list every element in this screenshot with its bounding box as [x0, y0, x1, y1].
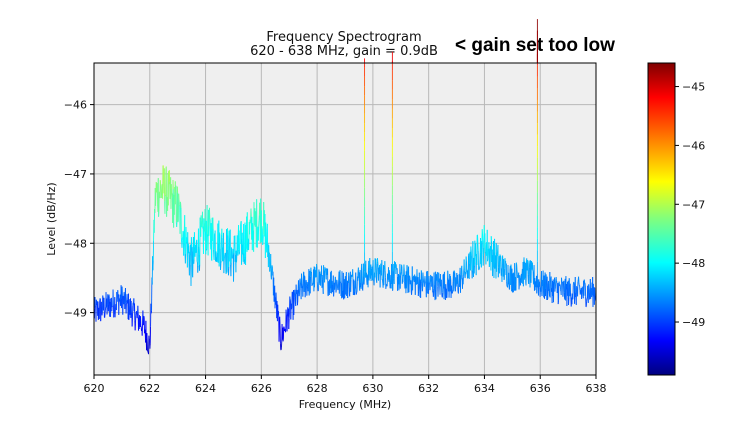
chart-title: Frequency Spectrogram [266, 30, 421, 45]
y-tick-label: −46 [64, 99, 87, 112]
spike-markers [364, 19, 538, 285]
x-axis-label: Frequency (MHz) [299, 398, 391, 411]
chart-subtitle: 620 - 638 MHz, gain = 0.9dB [250, 44, 438, 59]
x-tick-label: 622 [139, 382, 160, 395]
y-axis: −46 −47 −48 −49 [64, 99, 94, 320]
x-tick-label: 636 [530, 382, 551, 395]
spectrum-trace [93, 165, 597, 355]
x-tick-label: 630 [362, 382, 383, 395]
x-tick-label: 628 [307, 382, 328, 395]
colorbar-tick-label: −46 [682, 139, 705, 152]
x-tick-label: 626 [251, 382, 272, 395]
y-tick-label: −48 [64, 237, 87, 250]
colorbar-tick-label: −45 [682, 81, 705, 94]
x-tick-label: 634 [474, 382, 495, 395]
x-tick-label: 620 [84, 382, 105, 395]
x-tick-label: 624 [195, 382, 216, 395]
colorbar-tick-label: −47 [682, 198, 705, 211]
colorbar-tick-label: −48 [682, 257, 705, 270]
plot-frame [93, 62, 597, 376]
colorbar-axis: −45 −46 −47 −48 −49 [675, 81, 705, 329]
x-tick-label: 638 [586, 382, 607, 395]
x-tick-label: 632 [418, 382, 439, 395]
colorbar [647, 62, 676, 376]
y-tick-label: −49 [64, 307, 87, 320]
y-axis-label: Level (dB/Hz) [45, 182, 58, 255]
colorbar-tick-label: −49 [682, 316, 705, 329]
x-axis: 620 622 624 626 628 630 632 634 636 638 [84, 375, 607, 395]
y-tick-label: −47 [64, 168, 87, 181]
plot-area [94, 63, 596, 375]
grid [93, 63, 597, 375]
annotation-gain-note: < gain set too low [455, 35, 615, 56]
